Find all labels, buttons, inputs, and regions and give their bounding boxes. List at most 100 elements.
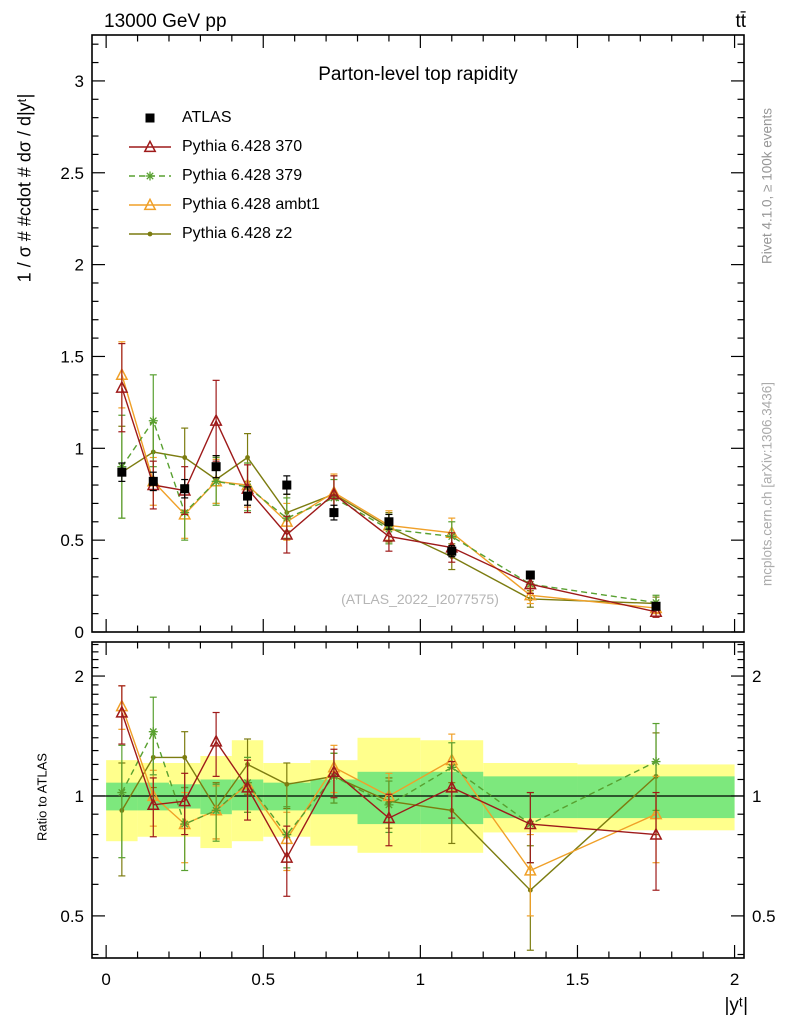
marker-square [145,113,155,122]
marker-triangle [115,380,129,393]
marker-triangle [241,780,254,793]
marker-star [149,417,157,425]
main-series-py379 [117,374,661,611]
marker-square [180,484,190,494]
main-y-tick-label: 1 [75,439,84,458]
x-tick-label: 2 [730,970,739,989]
x-tick-label: 1 [416,970,425,989]
legend-label-pythia-ambt1: Pythia 6.428 ambt1 [182,195,320,213]
ratio-series-py370 [115,685,663,897]
marker-triangle [649,827,663,840]
marker-triangle [523,588,537,601]
main-series-atlas [117,455,661,611]
marker-triangle [382,810,396,824]
axes-frame [91,34,745,959]
analysis-id-watermark: (ATLAS_2022_I2077575) [341,591,499,607]
plot-title: Parton-level top rapidity [318,64,518,85]
marker-square [243,491,253,501]
series-line [121,729,657,836]
legend-label-atlas: ATLAS [182,108,232,126]
marker-triangle [523,863,537,876]
legend-marker-open-triangle-orange-icon [129,197,171,210]
main-series-py370 [115,343,663,618]
main-y-axis-title: 1 / σ # #cdot # dσ / d|yᵗ| [14,93,35,283]
marker-dot [182,455,188,460]
marker-triangle [143,139,157,152]
marker-triangle [382,529,396,542]
ratio-uncertainty-bands [106,737,735,853]
main-y-tick-label: 0 [75,623,84,642]
marker-star [212,806,220,815]
marker-square [117,467,127,477]
legend-marker-dot-icon [129,231,171,236]
marker-square [447,546,457,556]
marker-square [525,570,535,580]
marker-triangle [178,794,192,807]
marker-star [118,788,126,797]
marker-dot [284,781,290,787]
marker-square [282,480,292,490]
series-line [121,387,657,613]
main-y-tick-label: 0.5 [60,531,84,550]
legend-item-pythia-379: Pythia 6.428 379 [127,161,320,190]
marker-square [329,508,339,518]
marker-triangle [280,527,294,540]
process-label: tt̄ [735,11,746,32]
marker-triangle [209,734,223,747]
legend: ATLAS Pythia 6.428 370 Pythia 6.428 379 … [127,103,320,248]
marker-triangle [445,780,459,793]
marker-triangle [649,604,663,617]
mcplots-reference-note: mcplots.cern.ch [arXiv:1306.3436] [759,381,775,587]
main-y-tick-label: 3 [75,72,84,91]
marker-square [148,476,158,486]
x-tick-label: 0 [101,970,110,989]
main-y-tick-label: 2 [75,256,84,275]
marker-triangle [143,197,157,210]
ratio-y-tick-label: 0.5 [60,907,84,926]
x-tick-label: 1.5 [566,970,590,989]
x-tick-label: 0.5 [251,970,275,989]
marker-triangle [146,797,160,810]
main-panel-frame [91,34,745,633]
marker-triangle [523,816,537,830]
x-axis-title: |yᵗ| [724,995,748,1016]
marker-triangle [115,705,129,718]
main-series-ambt1 [115,341,663,615]
main-y-tick-label: 1.5 [60,347,84,366]
legend-label-pythia-379: Pythia 6.428 379 [182,166,303,184]
legend-item-pythia-z2: Pythia 6.428 z2 [127,219,320,248]
ratio-y-tick-label-right: 2 [752,667,761,686]
legend-item-atlas: ATLAS [127,103,320,132]
marker-square [384,517,394,527]
ratio-y-tick-label-right: 1 [752,787,761,806]
marker-star [146,171,154,180]
ratio-y-axis-title: Ratio to ATLAS [34,753,50,841]
series-line [121,419,657,604]
rivet-version-note: Rivet 4.1.0, ≥ 100k events [759,108,775,264]
marker-dot [182,754,188,760]
legend-marker-star-icon [129,171,171,180]
ratio-panel-frame [91,641,745,959]
main-y-tick-label: 2.5 [60,164,84,183]
marker-triangle [523,577,537,590]
marker-triangle [209,413,223,426]
ratio-y-tick-label: 1 [75,787,84,806]
ratio-y-tick-label: 2 [75,667,84,686]
legend-label-pythia-370: Pythia 6.428 370 [182,137,303,155]
legend-marker-atlas-square-icon [145,113,155,122]
ratio-y-tick-label-right: 0.5 [752,907,776,926]
marker-triangle [280,850,294,863]
marker-star [212,477,220,486]
marker-square [651,601,661,611]
marker-dot [245,455,250,460]
legend-marker-open-triangle-icon [129,139,171,152]
marker-star [652,757,660,766]
marker-dot [147,231,153,236]
series-line [121,374,657,609]
marker-triangle [327,764,341,777]
marker-square [211,462,221,472]
beam-energy-label: 13000 GeV pp [104,11,227,32]
legend-item-pythia-ambt1: Pythia 6.428 ambt1 [127,190,320,219]
